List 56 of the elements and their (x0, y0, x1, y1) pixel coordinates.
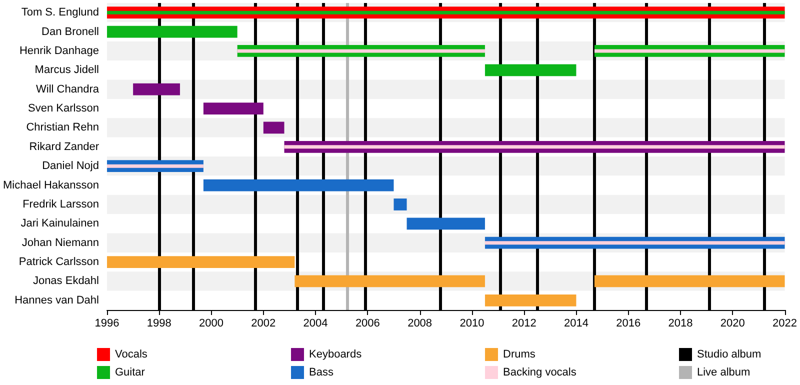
x-tick-label: 2000 (199, 318, 224, 330)
x-tick-label: 2012 (512, 318, 536, 330)
x-tick-label: 2006 (355, 318, 380, 330)
legend-label: Bass (309, 366, 334, 378)
bar (106, 164, 204, 168)
x-tick-label: 2016 (616, 318, 641, 330)
x-tick-label: 2020 (720, 318, 745, 330)
y-tick-label: Will Chandra (36, 83, 100, 96)
bar (294, 275, 485, 288)
bar (406, 218, 485, 230)
x-tick-label: 2004 (303, 318, 328, 330)
legend-label: Vocals (115, 348, 148, 360)
bar (594, 275, 785, 288)
y-tick-label: Jari Kainulainen (20, 218, 99, 230)
x-tick-label: 2008 (408, 318, 432, 330)
y-tick-label: Jonas Ekdahl (32, 275, 99, 288)
x-tick-label: 2018 (668, 318, 693, 330)
bar (263, 122, 284, 134)
bar (594, 49, 785, 53)
legend-label: Keyboards (309, 348, 362, 360)
bar (106, 26, 238, 38)
x-tick-label: 2010 (460, 318, 484, 330)
bar (237, 49, 485, 53)
legend-label: Studio album (697, 348, 762, 360)
x-tick-label: 2022 (772, 318, 798, 330)
bar (484, 294, 576, 306)
legend-label: Drums (503, 348, 536, 360)
y-tick-label: Johan Niemann (22, 236, 99, 249)
y-tick-label: Henrik Danhage (19, 44, 99, 57)
y-tick-label: Daniel Nojd (42, 160, 99, 172)
y-tick-label: Dan Bronell (42, 26, 99, 38)
bar (203, 102, 264, 114)
bar (284, 145, 785, 149)
y-tick-label: Hannes van Dahl (14, 294, 99, 306)
bar (203, 179, 394, 192)
bar (484, 241, 785, 245)
x-tick-label: 2002 (251, 318, 276, 330)
bar (133, 83, 180, 96)
legend-label: Guitar (115, 366, 146, 378)
y-tick-label: Fredrik Larsson (22, 198, 99, 210)
y-tick-label: Rikard Zander (29, 140, 100, 153)
x-tick-label: 1998 (146, 318, 172, 330)
x-tick-label: 2014 (564, 318, 588, 330)
y-tick-label: Sven Karlsson (28, 102, 99, 115)
bar (106, 256, 295, 268)
y-tick-label: Michael Hakansson (2, 179, 99, 192)
bar (484, 64, 576, 76)
y-tick-label: Tom S. Englund (21, 6, 99, 19)
y-tick-label: Christian Rehn (26, 122, 99, 134)
bar (106, 10, 785, 14)
legend-label: Backing vocals (503, 366, 577, 378)
bar (394, 198, 407, 210)
y-tick-label: Marcus Jidell (34, 64, 99, 76)
legend-label: Live album (697, 366, 750, 378)
x-tick-label: 1996 (94, 318, 120, 330)
y-tick-label: Patrick Carlsson (18, 256, 99, 268)
